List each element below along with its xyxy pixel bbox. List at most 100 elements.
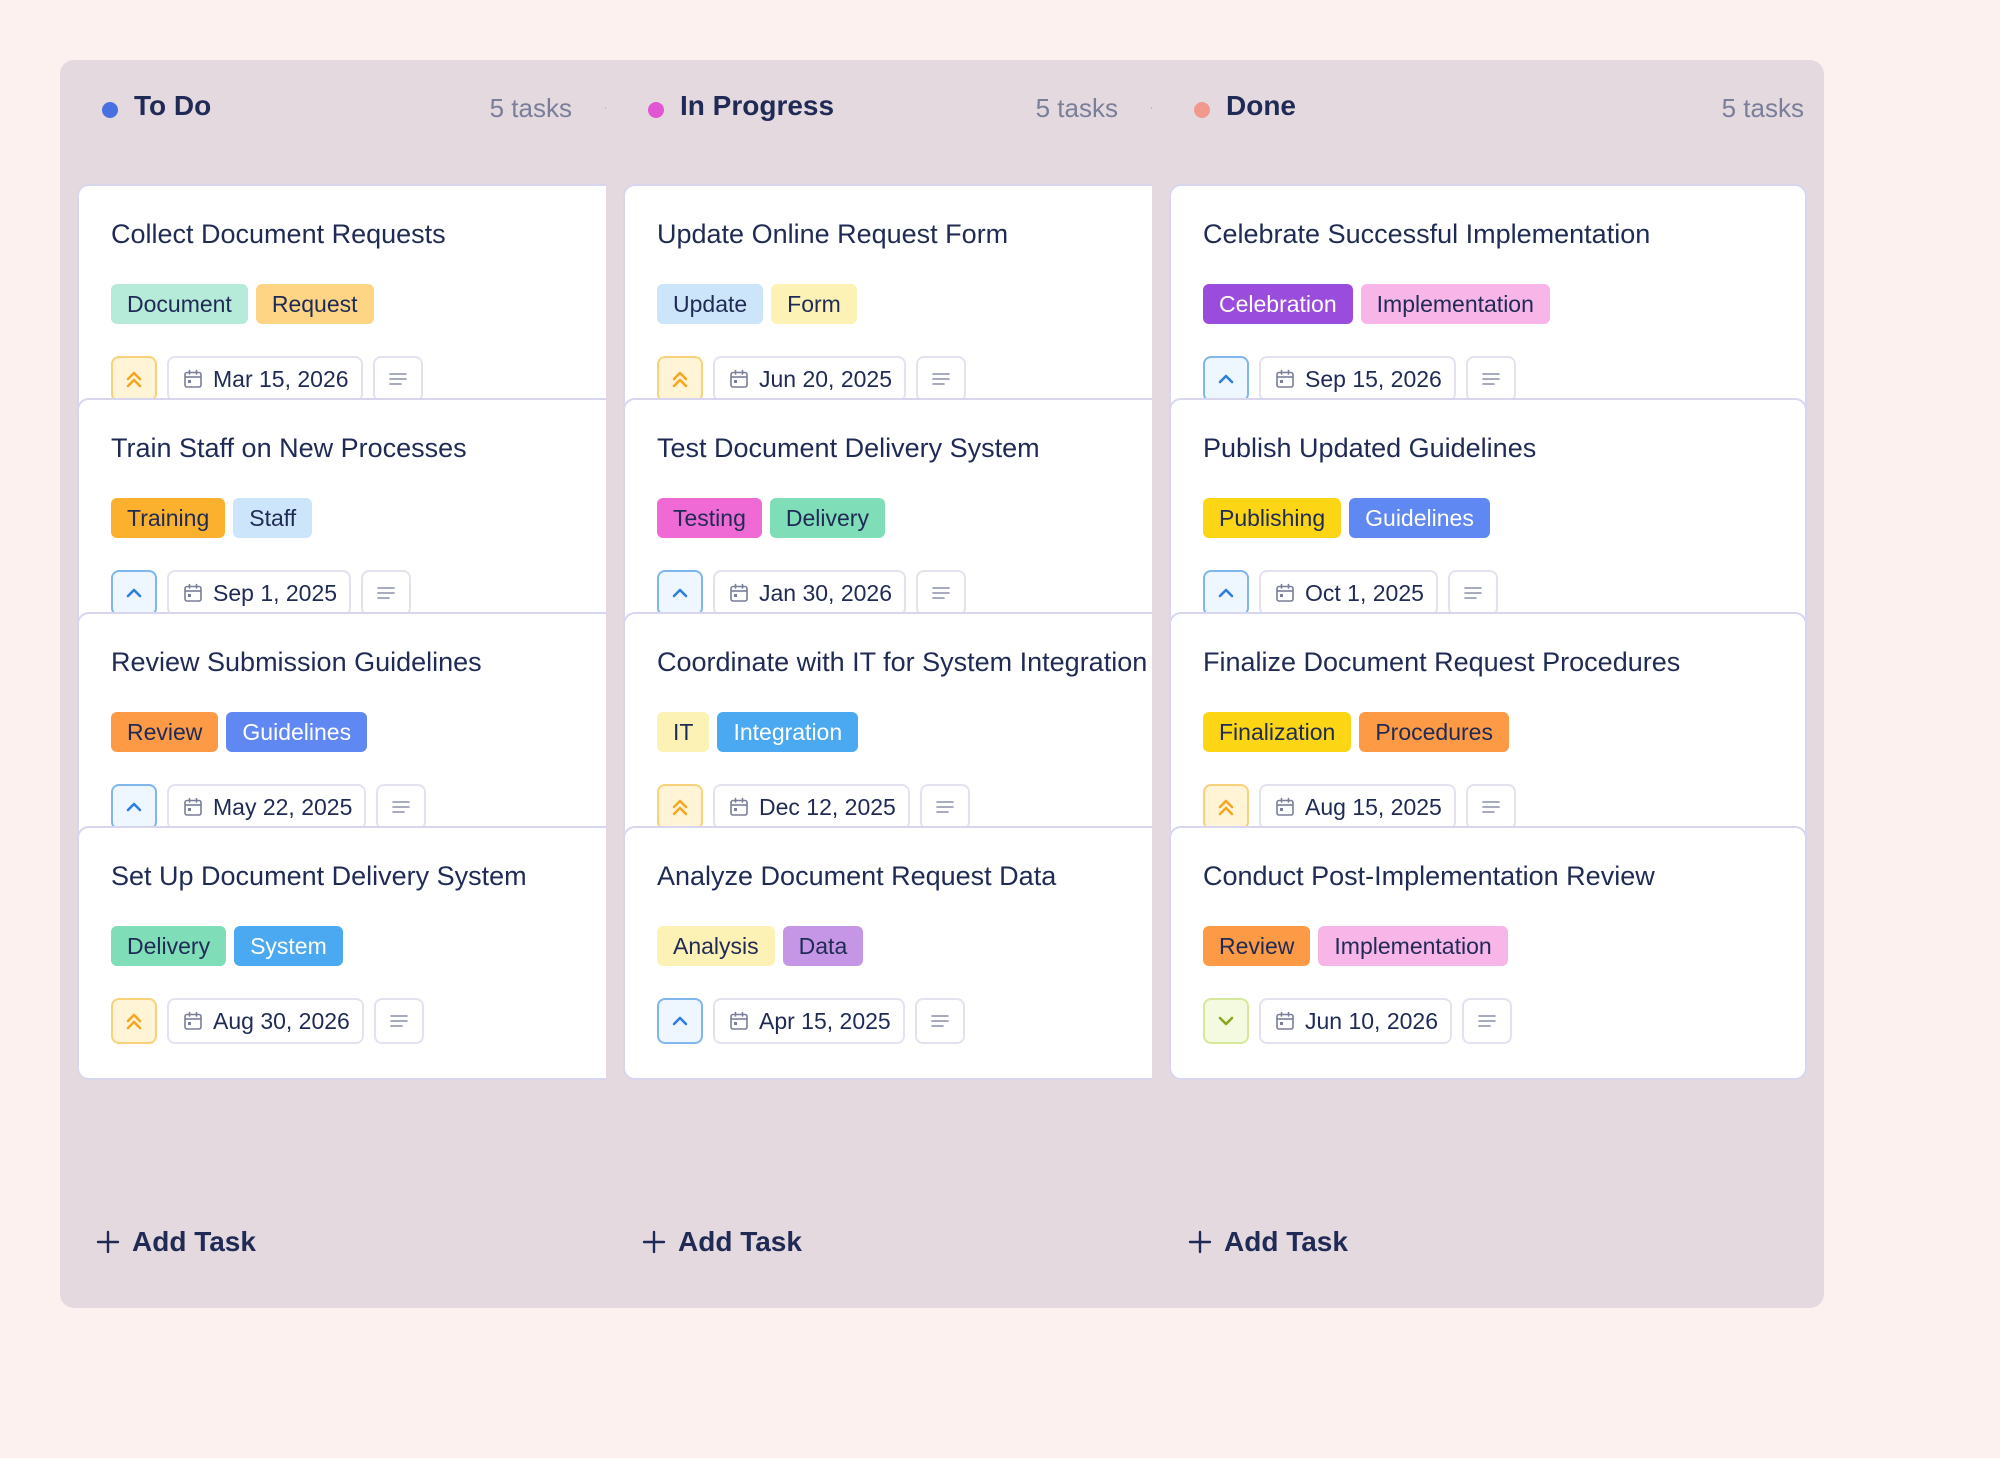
column-title: To Do	[134, 90, 212, 121]
priority-badge[interactable]	[1203, 570, 1249, 616]
tag: Update	[657, 284, 764, 324]
card-list: Celebrate Successful Implementation Celeb…	[1152, 156, 1824, 1202]
add-task-button[interactable]: Add Task	[96, 1220, 256, 1264]
priority-badge[interactable]	[111, 784, 157, 830]
tag: Review	[111, 712, 219, 752]
tag: Analysis	[657, 926, 775, 966]
due-date-text: Mar 15, 2026	[213, 365, 349, 392]
due-date-text: Jun 10, 2026	[1305, 1007, 1439, 1034]
notes-button[interactable]	[919, 784, 970, 830]
tag-list: Testing Delivery	[657, 498, 885, 538]
priority-badge[interactable]	[1203, 356, 1249, 402]
priority-badge[interactable]	[657, 998, 703, 1044]
notes-icon	[390, 1015, 408, 1027]
task-title: Conduct Post-Implementation Review	[1203, 861, 1655, 891]
tag: Data	[782, 926, 864, 966]
notes-button[interactable]	[1447, 570, 1498, 616]
due-date[interactable]: Dec 12, 2025	[713, 784, 910, 830]
status-dot	[648, 102, 664, 118]
tag: IT	[657, 712, 710, 752]
notes-button[interactable]	[373, 998, 424, 1044]
double-chevron-up-icon	[1218, 799, 1234, 816]
notes-icon	[1482, 373, 1500, 385]
tag-list: Analysis Data	[657, 926, 864, 966]
task-card[interactable]: Publish Updated Guidelines Publishing Guid…	[1169, 398, 1807, 652]
tag: Integration	[717, 712, 859, 752]
plus-icon	[642, 1230, 666, 1254]
task-card[interactable]: Celebrate Successful Implementation Celeb…	[1169, 184, 1807, 438]
column-title: In Progress	[680, 90, 835, 121]
notes-button[interactable]	[1465, 784, 1516, 830]
chevron-up-icon	[126, 802, 142, 812]
notes-icon	[377, 587, 395, 599]
status-dot	[1194, 102, 1210, 118]
double-chevron-up-icon	[126, 1013, 142, 1030]
tag: Guidelines	[226, 712, 368, 752]
card-footer: Oct 1, 2025	[1203, 570, 1498, 618]
notes-button[interactable]	[916, 356, 967, 402]
chevron-up-icon	[672, 1016, 688, 1026]
card-footer: Dec 12, 2025	[657, 784, 970, 832]
notes-button[interactable]	[1462, 998, 1513, 1044]
due-date[interactable]: May 22, 2025	[167, 784, 367, 830]
due-date[interactable]: Jan 30, 2026	[713, 570, 907, 616]
due-date[interactable]: Sep 15, 2026	[1259, 356, 1456, 402]
priority-badge[interactable]	[111, 356, 157, 402]
priority-badge[interactable]	[657, 356, 703, 402]
tag-list: Finalization Procedures	[1203, 712, 1509, 752]
tag: Procedures	[1359, 712, 1509, 752]
notes-icon	[1482, 801, 1500, 813]
tag-list: Celebration Implementation	[1203, 284, 1550, 324]
card-footer: Jun 10, 2026	[1203, 998, 1513, 1046]
due-date[interactable]: Aug 15, 2025	[1259, 784, 1456, 830]
due-date[interactable]: Oct 1, 2025	[1259, 570, 1438, 616]
due-date[interactable]: Mar 15, 2026	[167, 356, 363, 402]
task-count: 5 tasks	[489, 93, 572, 123]
due-date[interactable]: Jun 10, 2026	[1259, 998, 1453, 1044]
task-title: Test Document Delivery System	[657, 433, 1040, 463]
notes-button[interactable]	[372, 356, 423, 402]
due-date[interactable]: Apr 15, 2025	[713, 998, 905, 1044]
kanban-board: To Do 5 tasks Collect Document Requests Doc…	[60, 60, 2000, 1310]
column-header: Done 5 tasks	[1152, 60, 1824, 156]
tag: Request	[255, 284, 374, 324]
notes-button[interactable]	[914, 998, 965, 1044]
tag-list: Publishing Guidelines	[1203, 498, 1490, 538]
due-date-text: Jan 30, 2026	[759, 579, 893, 606]
task-title: Celebrate Successful Implementation	[1203, 219, 1651, 249]
tag: Celebration	[1203, 284, 1353, 324]
priority-badge[interactable]	[111, 998, 157, 1044]
due-date-text: Jun 20, 2025	[759, 365, 893, 392]
calendar-icon	[730, 797, 748, 816]
priority-badge[interactable]	[1203, 784, 1249, 830]
notes-button[interactable]	[376, 784, 427, 830]
notes-button[interactable]	[361, 570, 412, 616]
notes-icon	[1478, 1015, 1496, 1027]
add-task-button[interactable]: Add Task	[1188, 1220, 1348, 1264]
tag-list: Delivery System	[111, 926, 343, 966]
notes-button[interactable]	[916, 570, 967, 616]
tag: Guidelines	[1349, 498, 1490, 538]
calendar-icon	[730, 583, 748, 602]
notes-button[interactable]	[1465, 356, 1516, 402]
task-card[interactable]: Conduct Post-Implementation Review Review…	[1169, 826, 1807, 1080]
due-date[interactable]: Jun 20, 2025	[713, 356, 907, 402]
tag-list: Review Guidelines	[111, 712, 368, 752]
task-title: Collect Document Requests	[111, 219, 446, 249]
add-task-label: Add Task	[132, 1226, 256, 1257]
due-date[interactable]: Aug 30, 2026	[167, 998, 364, 1044]
due-date-text: Sep 15, 2026	[1305, 365, 1442, 392]
task-title: Coordinate with IT for System Integratio…	[657, 647, 1148, 677]
priority-badge[interactable]	[657, 570, 703, 616]
card-footer: Jan 30, 2026	[657, 570, 967, 618]
priority-badge[interactable]	[1203, 998, 1249, 1044]
task-card[interactable]: Finalize Document Request Procedures Fina…	[1169, 612, 1807, 866]
add-task-button[interactable]: Add Task	[642, 1220, 802, 1264]
card-footer: Aug 30, 2026	[111, 998, 424, 1046]
due-date[interactable]: Sep 1, 2025	[167, 570, 352, 616]
priority-badge[interactable]	[657, 784, 703, 830]
notes-icon	[932, 373, 950, 385]
priority-badge[interactable]	[111, 570, 157, 616]
card-footer: Sep 15, 2026	[1203, 356, 1516, 404]
task-title: Analyze Document Request Data	[657, 861, 1057, 891]
